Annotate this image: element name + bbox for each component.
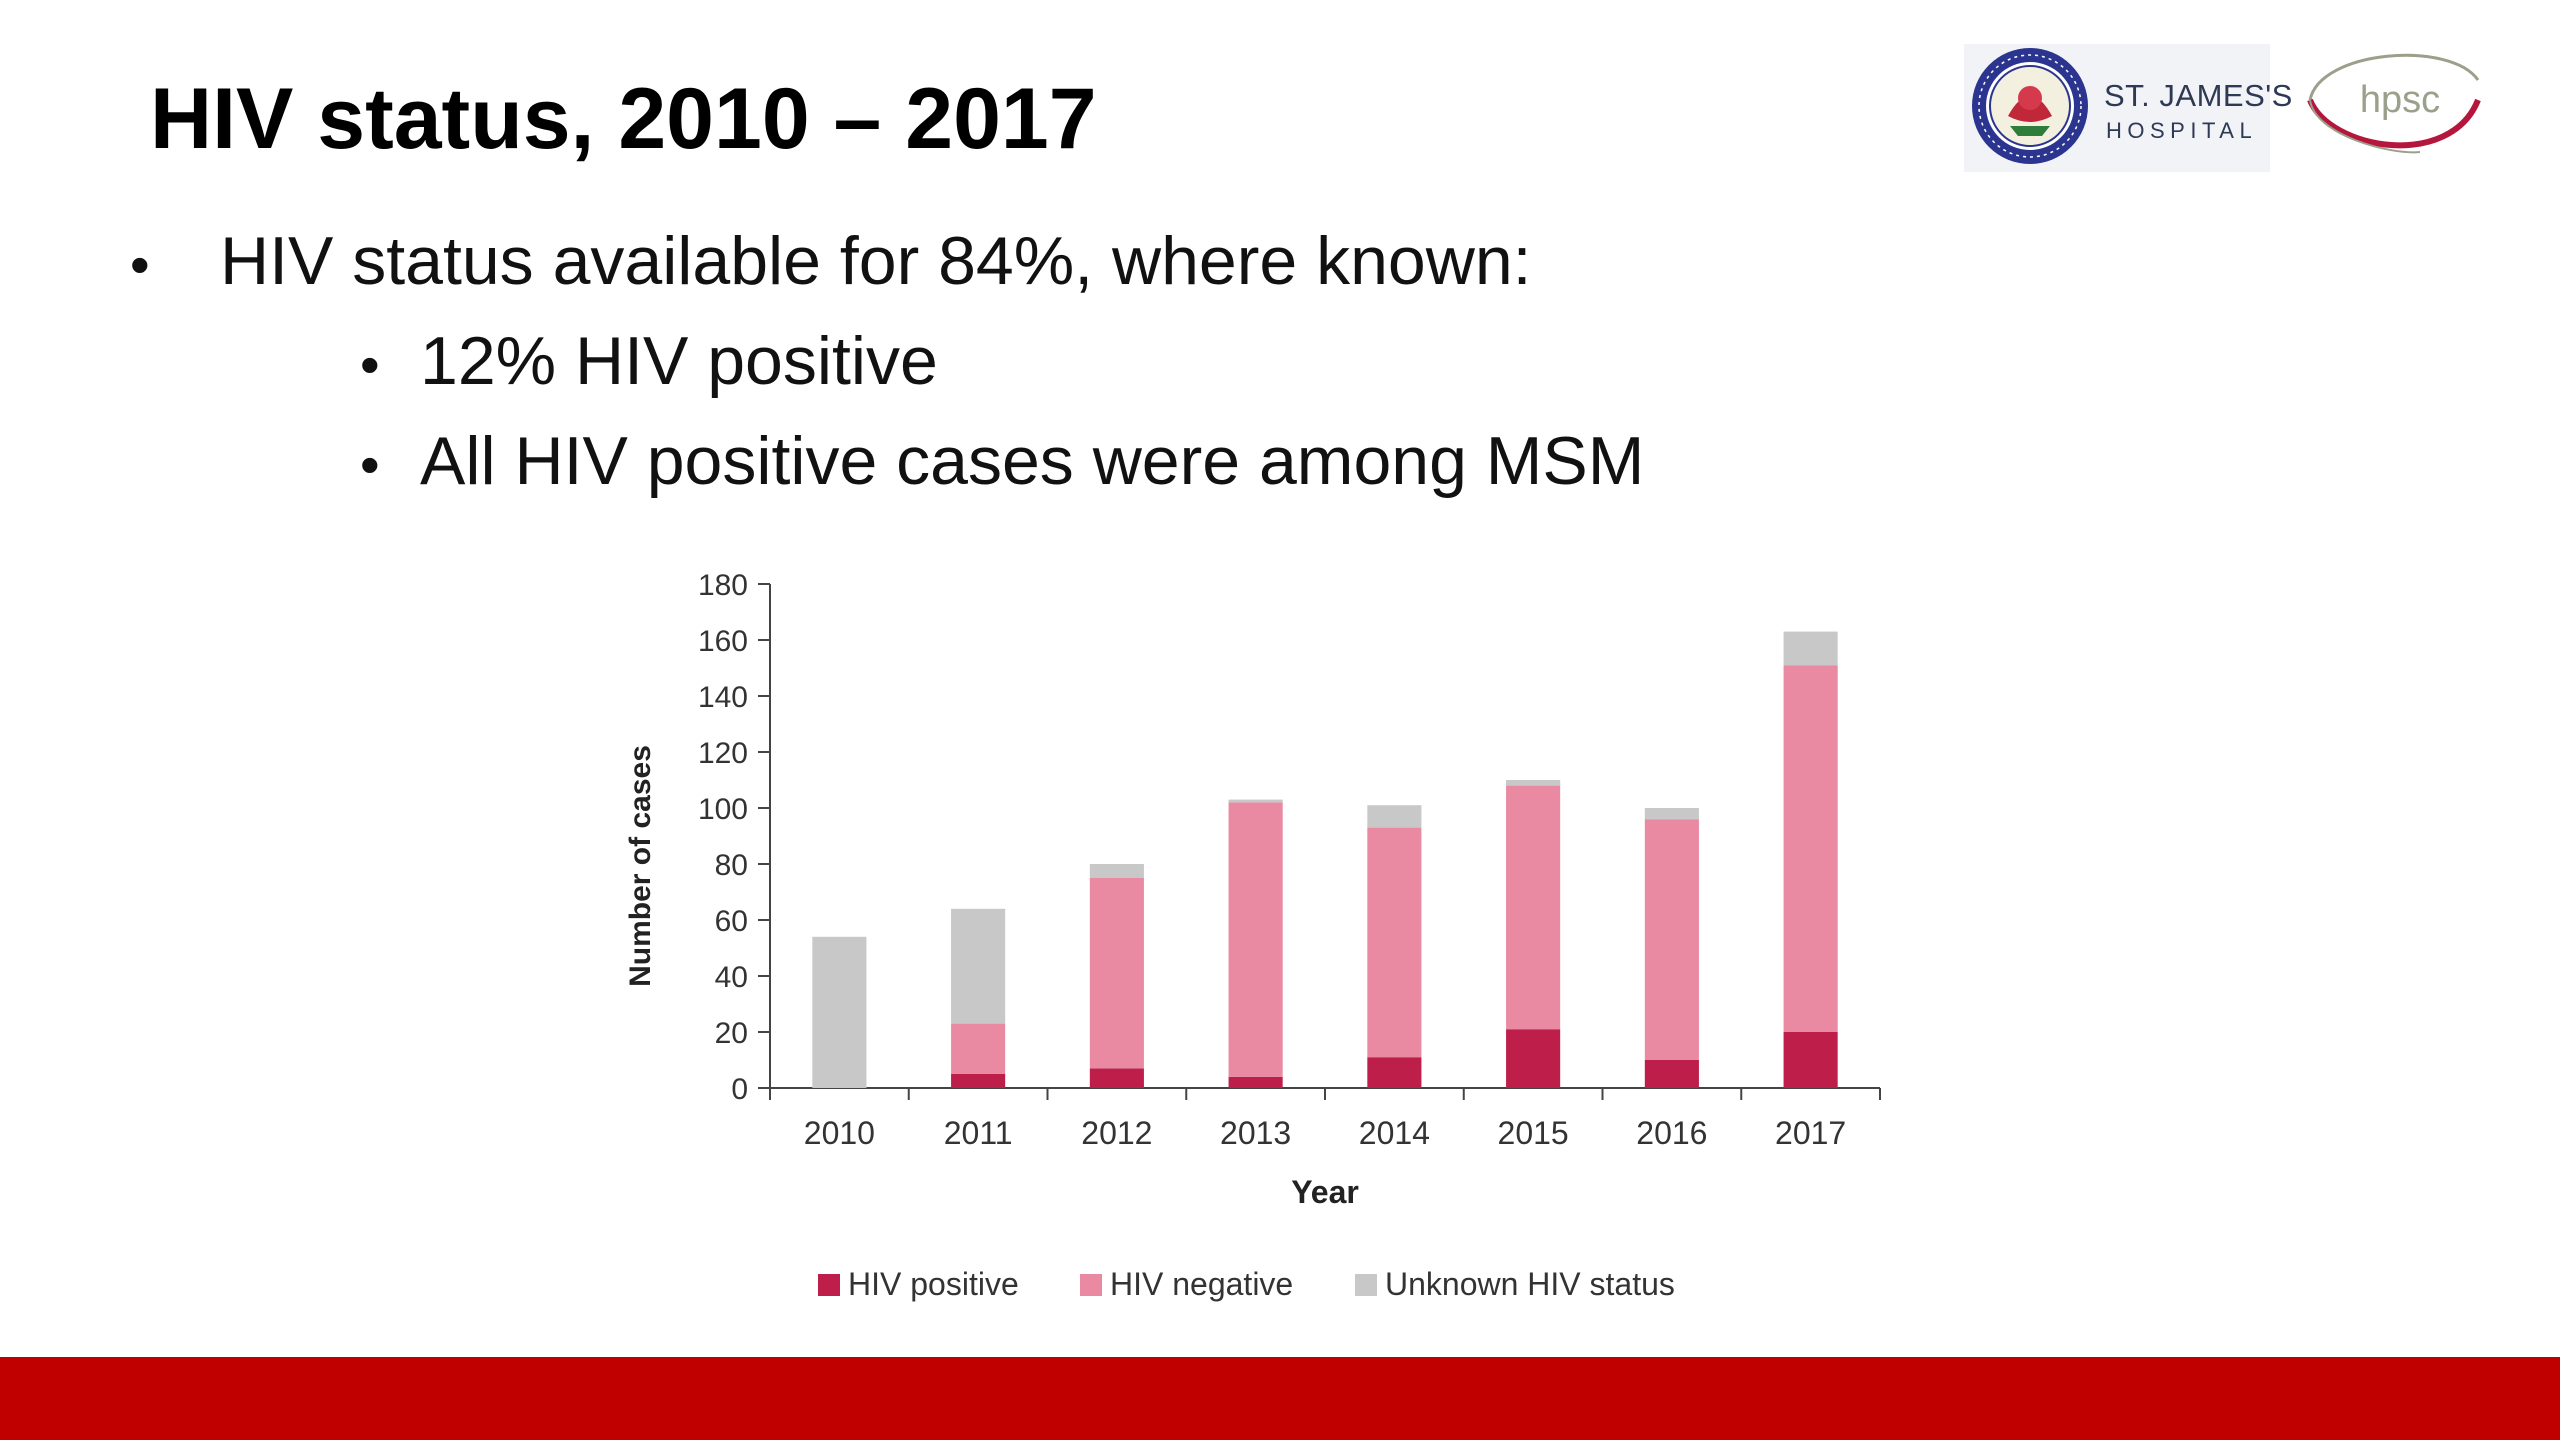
bar-hiv-negative-2015 [1506, 785, 1561, 1030]
bullet-sub-1: • 12% HIV positive [360, 322, 938, 400]
bar-unknown-hiv-status-2012 [1089, 864, 1144, 878]
bar-unknown-hiv-status-2010 [812, 936, 867, 1088]
y-tick-label: 60 [715, 905, 748, 938]
bullet-sub-2: • All HIV positive cases were among MSM [360, 422, 1644, 500]
y-tick-label: 180 [698, 569, 748, 602]
bar-hiv-positive-2017 [1783, 1032, 1838, 1088]
slide-title: HIV status, 2010 – 2017 [150, 71, 1097, 167]
legend-swatch [818, 1274, 840, 1296]
hiv-status-chart: 0 20 40 60 80 100 120 140 160 180 2010 2011 2012 2013… [624, 569, 1881, 1302]
st-james-hospital-logo: ST. JAMES'S HOSPITAL [1964, 44, 2292, 172]
chart-legend: HIV positive HIV negative Unknown HIV stat… [818, 1266, 1675, 1302]
x-tick-label: 2010 [804, 1115, 875, 1151]
hpsc-text: hpsc [2360, 79, 2440, 121]
hpsc-logo: hpsc [2307, 53, 2481, 154]
y-tick-label: 140 [698, 681, 748, 714]
x-tick-label: 2015 [1498, 1115, 1569, 1151]
hospital-name: ST. JAMES'S [2104, 78, 2293, 113]
bar-hiv-negative-2014 [1367, 827, 1422, 1058]
y-tick-label: 80 [715, 849, 748, 882]
bar-hiv-negative-2017 [1783, 665, 1838, 1032]
chart-bars [812, 631, 1838, 1088]
x-axis-title: Year [1291, 1174, 1359, 1210]
x-tick-label: 2011 [944, 1115, 1013, 1151]
bar-unknown-hiv-status-2013 [1228, 799, 1283, 803]
hospital-subtitle: HOSPITAL [2106, 118, 2258, 143]
x-tick-label: 2014 [1359, 1115, 1430, 1151]
bullet-glyph: • [130, 233, 150, 296]
y-tick-label: 160 [698, 625, 748, 658]
bar-hiv-negative-2013 [1228, 802, 1283, 1077]
bullet-text: 12% HIV positive [420, 323, 938, 399]
bar-hiv-negative-2012 [1089, 878, 1144, 1069]
bullet-main: • HIV status available for 84%, where kno… [130, 222, 1532, 300]
bar-hiv-positive-2015 [1506, 1029, 1561, 1088]
bar-hiv-negative-2011 [951, 1023, 1006, 1074]
y-axis-title: Number of cases [624, 745, 657, 987]
y-tick-label: 0 [731, 1073, 748, 1106]
bar-hiv-positive-2011 [951, 1074, 1006, 1088]
bar-unknown-hiv-status-2011 [951, 908, 1006, 1024]
hospital-seal-icon [1972, 48, 2088, 164]
legend-swatch [1355, 1274, 1377, 1296]
y-tick-label: 100 [698, 793, 748, 826]
bar-hiv-positive-2013 [1228, 1076, 1283, 1088]
legend-swatch [1080, 1274, 1102, 1296]
bullet-glyph: • [360, 433, 380, 496]
footer-bar [0, 1357, 2560, 1440]
bar-unknown-hiv-status-2014 [1367, 805, 1422, 828]
bar-unknown-hiv-status-2015 [1506, 780, 1561, 786]
bar-hiv-positive-2012 [1089, 1068, 1144, 1088]
bar-unknown-hiv-status-2016 [1644, 808, 1699, 820]
legend-label: Unknown HIV status [1385, 1266, 1675, 1302]
bar-hiv-positive-2014 [1367, 1057, 1422, 1088]
x-tick-label: 2013 [1220, 1115, 1291, 1151]
legend-label: HIV negative [1110, 1266, 1293, 1302]
chart-labels: 0 20 40 60 80 100 120 140 160 180 2010 2011 2012 2013… [624, 569, 1846, 1210]
y-tick-label: 40 [715, 961, 748, 994]
legend-label: HIV positive [848, 1266, 1019, 1302]
y-tick-label: 20 [715, 1017, 748, 1050]
x-tick-label: 2012 [1081, 1115, 1152, 1151]
x-tick-label: 2016 [1636, 1115, 1707, 1151]
bullet-text: HIV status available for 84%, where know… [220, 223, 1532, 299]
bullet-glyph: • [360, 333, 380, 396]
bullet-text: All HIV positive cases were among MSM [420, 423, 1645, 499]
y-tick-label: 120 [698, 737, 748, 770]
bar-hiv-positive-2016 [1644, 1060, 1699, 1088]
x-tick-label: 2017 [1775, 1115, 1846, 1151]
bar-unknown-hiv-status-2017 [1783, 631, 1838, 666]
chart-axes [758, 583, 1881, 1100]
bar-hiv-negative-2016 [1644, 819, 1699, 1060]
